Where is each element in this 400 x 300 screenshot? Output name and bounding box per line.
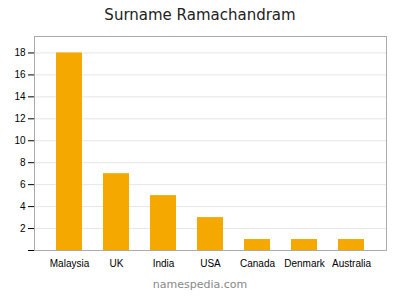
svg-text:USA: USA <box>200 258 221 269</box>
svg-text:10: 10 <box>14 135 26 146</box>
svg-text:India: India <box>153 258 175 269</box>
svg-text:2: 2 <box>20 223 26 234</box>
svg-text:8: 8 <box>20 157 26 168</box>
svg-text:UK: UK <box>110 258 124 269</box>
svg-text:Australia: Australia <box>332 258 371 269</box>
svg-text:Canada: Canada <box>240 258 275 269</box>
html-text:Surname Ramachandram: Surname Ramachandram <box>104 6 296 24</box>
svg-text:14: 14 <box>14 91 26 102</box>
svg-text:16: 16 <box>14 69 26 80</box>
svg-text:6: 6 <box>20 179 26 190</box>
svg-text:12: 12 <box>14 113 26 124</box>
svg-text:Denmark: Denmark <box>284 258 326 269</box>
svg-text:18: 18 <box>14 47 26 58</box>
svg-text:Malaysia: Malaysia <box>50 258 90 269</box>
svg-text:4: 4 <box>20 201 26 212</box>
html-text:namespedia.com: namespedia.com <box>152 278 248 291</box>
